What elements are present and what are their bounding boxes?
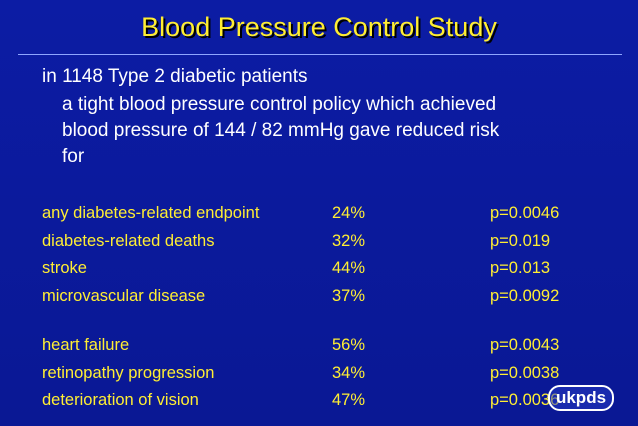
risk-reduction: 34%: [332, 363, 366, 382]
risk-reduction: 44%: [332, 259, 366, 277]
outcome: stroke: [42, 259, 87, 277]
outcome: any diabetes-related endpoint: [42, 204, 260, 222]
risk-reduction: 56%: [332, 336, 366, 354]
risk-reduction: 24%: [332, 204, 366, 222]
logo: ukpds: [548, 385, 614, 411]
p-value: p=0.0036: [490, 391, 560, 409]
p-value: p=0.013: [490, 259, 551, 277]
intro-line: for: [62, 146, 85, 167]
outcome: heart failure: [42, 336, 130, 354]
outcome: microvascular disease: [42, 286, 206, 305]
outcome: deterioration of vision: [42, 391, 199, 409]
intro-line: in 1148 Type 2 diabetic patients: [42, 66, 308, 87]
outcome: diabetes-related deaths: [42, 231, 215, 250]
intro-line: a tight blood pressure control policy wh…: [62, 94, 497, 115]
outcome: retinopathy progression: [42, 363, 215, 382]
p-value: p=0.0092: [490, 286, 560, 305]
intro-line: blood pressure of 144 / 82 mmHg gave red…: [62, 120, 500, 141]
risk-reduction: 32%: [332, 231, 366, 250]
p-value: p=0.0043: [490, 336, 560, 354]
p-value: p=0.019: [490, 231, 551, 250]
title-rule: [18, 54, 622, 55]
p-value: p=0.0038: [490, 363, 560, 382]
risk-reduction: 47%: [332, 391, 366, 409]
p-value: p=0.0046: [490, 204, 560, 222]
risk-reduction: 37%: [332, 286, 366, 305]
slide-title: Blood Pressure Control Study: [141, 12, 497, 42]
